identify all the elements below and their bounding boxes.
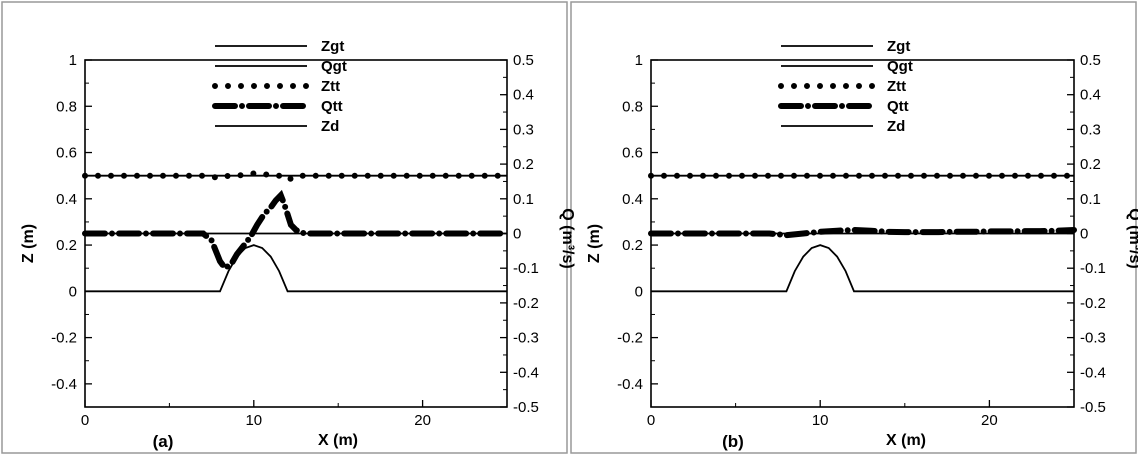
panel-label: (a)	[153, 432, 174, 451]
x-tick-label: 0	[81, 412, 89, 429]
y-right-tick-label: 0.2	[513, 156, 534, 173]
y-tick-label: 1	[635, 52, 643, 69]
y-axis-label: Z (m)	[586, 224, 603, 263]
y-tick-label: 0.2	[56, 237, 77, 254]
y-right-tick-label: 0.5	[513, 52, 534, 69]
y-right-tick-label: 0.1	[1080, 191, 1101, 208]
x-tick-label: 10	[812, 412, 829, 429]
y-right-tick-label: 0.4	[513, 87, 534, 104]
y-tick-label: 1	[69, 52, 77, 69]
y-right-tick-label: -0.1	[513, 260, 539, 277]
y-right-tick-label: 0.5	[1080, 52, 1101, 69]
y-right-tick-label: -0.3	[513, 330, 539, 347]
x-axis-label: X (m)	[318, 432, 358, 449]
y-right-tick-label: -0.5	[513, 399, 539, 416]
y-tick-label: 0.2	[622, 237, 643, 254]
legend-entry-zgt: Zgt	[887, 38, 910, 55]
y-right-axis-label: Q (m³/s)	[1126, 208, 1138, 268]
panel-a-frame	[1, 1, 568, 454]
series-line-zd	[651, 244, 1074, 293]
y-right-tick-label: -0.2	[513, 295, 539, 312]
y-right-axis-label: Q (m³/s)	[559, 208, 576, 268]
legend-entry-qgt: Qgt	[321, 58, 347, 75]
chart-panel-a: 0 10 20 -0.4 -0.2 0 0.2 0.4 0.6 0.8 1 -0.5 -0.4 -0.3 -…	[20, 38, 576, 451]
legend: Zgt Qgt Ztt Qtt Zd	[212, 38, 347, 135]
legend-entry-zd: Zd	[887, 118, 905, 135]
legend-entry-ztt: Ztt	[321, 78, 340, 95]
x-tick-label: 20	[981, 412, 998, 429]
y-tick-label: 0.6	[56, 145, 77, 162]
y-tick-label: 0	[635, 283, 643, 300]
chart-panel-b: 0 10 20 -0.4 -0.2 0 0.2 0.4 0.6 0.8 1 -0.5 -0.4 -0.3 -…	[586, 38, 1138, 451]
x-axis-label: X (m)	[886, 432, 926, 449]
y-tick-label: -0.2	[617, 330, 643, 347]
x-tick-label: 0	[647, 412, 655, 429]
y-tick-label: 0.8	[56, 98, 77, 115]
y-tick-label: 0.6	[622, 145, 643, 162]
legend-entry-zgt: Zgt	[321, 38, 344, 55]
y-right-tick-label: 0.1	[513, 191, 534, 208]
y-tick-label: -0.4	[51, 376, 77, 393]
y-axis-label: Z (m)	[20, 224, 37, 263]
panel-label: (b)	[722, 432, 744, 451]
series-group	[82, 170, 510, 293]
y-tick-label: 0.4	[622, 191, 643, 208]
series-group	[648, 172, 1077, 293]
series-line-qtt	[82, 189, 510, 273]
legend-entry-ztt: Ztt	[887, 78, 906, 95]
y-right-tick-label: -0.1	[1080, 260, 1106, 277]
y-right-tick-label: -0.3	[1080, 330, 1106, 347]
legend-entry-zd: Zd	[321, 118, 339, 135]
series-line-ztt	[82, 170, 510, 184]
x-tick-label: 10	[245, 412, 262, 429]
y-right-tick-label: -0.5	[1080, 399, 1106, 416]
y-tick-label: 0	[69, 283, 77, 300]
y-right-tick-label: -0.4	[1080, 364, 1106, 381]
legend-entry-qtt: Qtt	[887, 98, 909, 115]
series-line-zd	[85, 244, 507, 293]
y-tick-label: 0.8	[622, 98, 643, 115]
y-right-tick-label: 0.4	[1080, 87, 1101, 104]
y-right-tick-label: 0	[1080, 226, 1088, 243]
y-tick-label: -0.2	[51, 330, 77, 347]
legend-entry-qgt: Qgt	[887, 58, 913, 75]
x-tick-label: 20	[414, 412, 431, 429]
panel-b-frame	[570, 1, 1137, 454]
y-right-tick-label: 0.3	[1080, 121, 1101, 138]
y-tick-label: 0.4	[56, 191, 77, 208]
series-line-qtt	[648, 226, 1077, 239]
y-right-tick-label: 0	[513, 226, 521, 243]
y-right-tick-label: -0.2	[1080, 295, 1106, 312]
y-right-tick-label: 0.3	[513, 121, 534, 138]
legend-entry-qtt: Qtt	[321, 98, 343, 115]
y-right-tick-label: -0.4	[513, 364, 539, 381]
y-tick-label: -0.4	[617, 376, 643, 393]
legend: Zgt Qgt Ztt Qtt Zd	[778, 38, 913, 135]
y-right-tick-label: 0.2	[1080, 156, 1101, 173]
